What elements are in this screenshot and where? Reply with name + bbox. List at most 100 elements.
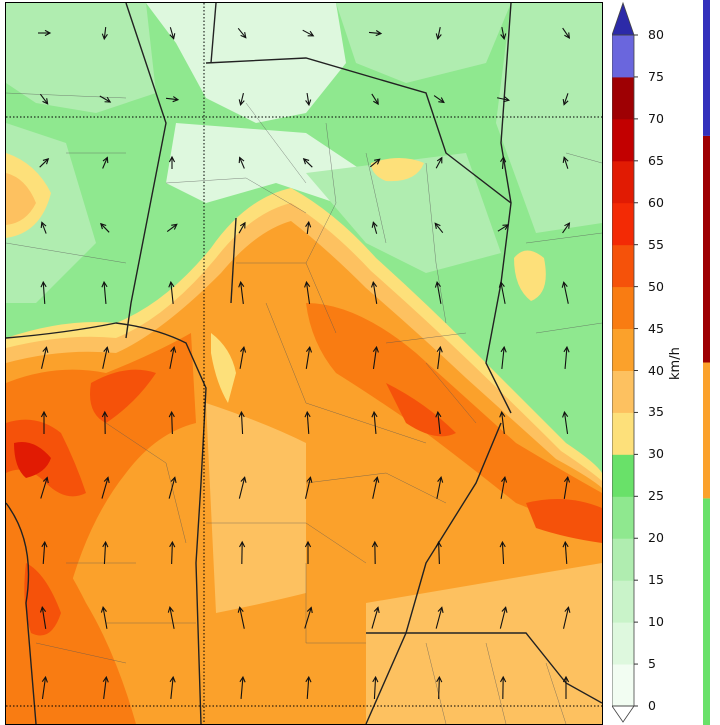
department-border (305, 122, 337, 264)
wind-arrow (41, 540, 48, 565)
wind-arrow-shaft (372, 282, 378, 304)
wind-arrow-head (39, 605, 47, 613)
wind-arrow-shaft (434, 222, 444, 234)
wind-arrow (40, 346, 49, 369)
wind-arrow-head (305, 220, 312, 228)
wind-arrow (302, 29, 315, 37)
wind-arrow-head (103, 476, 110, 484)
wind-arrow (304, 606, 313, 629)
wind-arrow-shaft (171, 411, 173, 435)
wind-arrow-head (304, 540, 312, 548)
wind-arrow-shaft (368, 31, 382, 35)
field-region (496, 3, 602, 233)
wind-arrow (371, 93, 379, 106)
colorbar-tick-label: 20 (648, 530, 664, 546)
wind-arrow (100, 222, 110, 233)
wind-arrow-shaft (237, 27, 247, 39)
field-region (371, 158, 424, 182)
wind-arrow-head (435, 410, 442, 418)
wind-arrow-shaft (306, 92, 310, 106)
wind-arrow-head (100, 605, 107, 613)
wind-arrow-head (501, 606, 508, 613)
wind-arrow-shaft (40, 347, 48, 369)
wind-arrow (101, 280, 108, 305)
wind-arrow-shaft (369, 158, 381, 168)
department-border (6, 92, 127, 99)
department-border (365, 152, 387, 244)
wind-arrow (39, 605, 47, 629)
wind-arrow-shaft (305, 347, 311, 369)
wind-arrow-head (104, 96, 112, 103)
wind-arrow (239, 675, 246, 700)
province-border (210, 3, 217, 64)
wind-speed-field (6, 3, 602, 724)
wind-arrow (165, 96, 180, 103)
wind-arrow-head (373, 606, 380, 614)
wind-arrow-shaft (436, 477, 442, 499)
wind-arrow-shaft (436, 282, 442, 304)
wind-arrow-head (499, 410, 506, 418)
wind-arrow (436, 345, 443, 369)
wind-arrow-head (562, 410, 569, 418)
wind-arrow (563, 475, 571, 499)
wind-arrow (371, 221, 378, 234)
wind-arrow (500, 27, 507, 41)
department-border (206, 522, 367, 564)
department-border (545, 662, 567, 724)
wind-arrow-head (564, 222, 571, 229)
field-region (146, 3, 346, 123)
wind-arrow-head (167, 606, 174, 613)
wind-arrow-head (563, 345, 570, 353)
wind-arrow-head (168, 280, 175, 288)
colorbar-band (612, 202, 634, 246)
wind-arrow-shaft (497, 97, 509, 101)
wind-arrow (102, 540, 109, 565)
wind-arrow-head (304, 280, 311, 288)
wind-arrow-shaft (168, 477, 176, 499)
wind-arrow-shaft (438, 676, 440, 700)
wind-arrow-shaft (39, 93, 49, 105)
colorbar-band (612, 580, 634, 623)
wind-arrow-head (371, 540, 378, 548)
wind-arrow-head (434, 280, 441, 288)
wind-arrow-shaft (373, 411, 377, 435)
wind-arrow-head (562, 156, 569, 163)
colorbar-band (612, 664, 634, 707)
wind-arrow-head (240, 476, 247, 483)
wind-arrow-shaft (500, 282, 506, 304)
wind-arrow-shaft (100, 223, 110, 233)
wind-arrow-head (41, 540, 48, 548)
colorbar (612, 1, 638, 723)
wind-arrow-shaft (435, 157, 443, 169)
wind-arrow (370, 280, 378, 304)
wind-arrow-head (170, 346, 177, 353)
wind-arrow-head (435, 540, 442, 548)
wind-arrow-head (101, 33, 108, 41)
wind-arrow-head (562, 99, 569, 106)
colorbar-over-arrow (612, 1, 635, 36)
wind-arrow (39, 158, 50, 168)
department-border (535, 322, 602, 334)
colorbar-tick-label: 10 (648, 614, 664, 630)
wind-arrow-shaft (240, 93, 244, 105)
wind-arrow (99, 95, 112, 103)
wind-arrow (563, 345, 570, 370)
province-border (366, 632, 602, 704)
wind-arrow (305, 92, 312, 107)
wind-arrow (168, 410, 175, 435)
category-strip-segment (703, 362, 710, 499)
colorbar-band (612, 118, 634, 162)
department-border (385, 332, 467, 344)
wind-arrow-head (238, 410, 245, 418)
wind-arrow-head (437, 476, 444, 483)
lat-lon-gridlines (6, 3, 602, 724)
wind-arrow-head (101, 280, 108, 288)
wind-arrow-shaft (437, 347, 441, 369)
colorbar-tick-label: 25 (648, 488, 664, 504)
wind-arrow (238, 476, 247, 499)
wind-arrow-shaft (371, 607, 379, 629)
department-border (425, 642, 447, 724)
department-border (425, 162, 447, 324)
field-region (206, 403, 306, 613)
wind-arrow-head (564, 32, 571, 39)
